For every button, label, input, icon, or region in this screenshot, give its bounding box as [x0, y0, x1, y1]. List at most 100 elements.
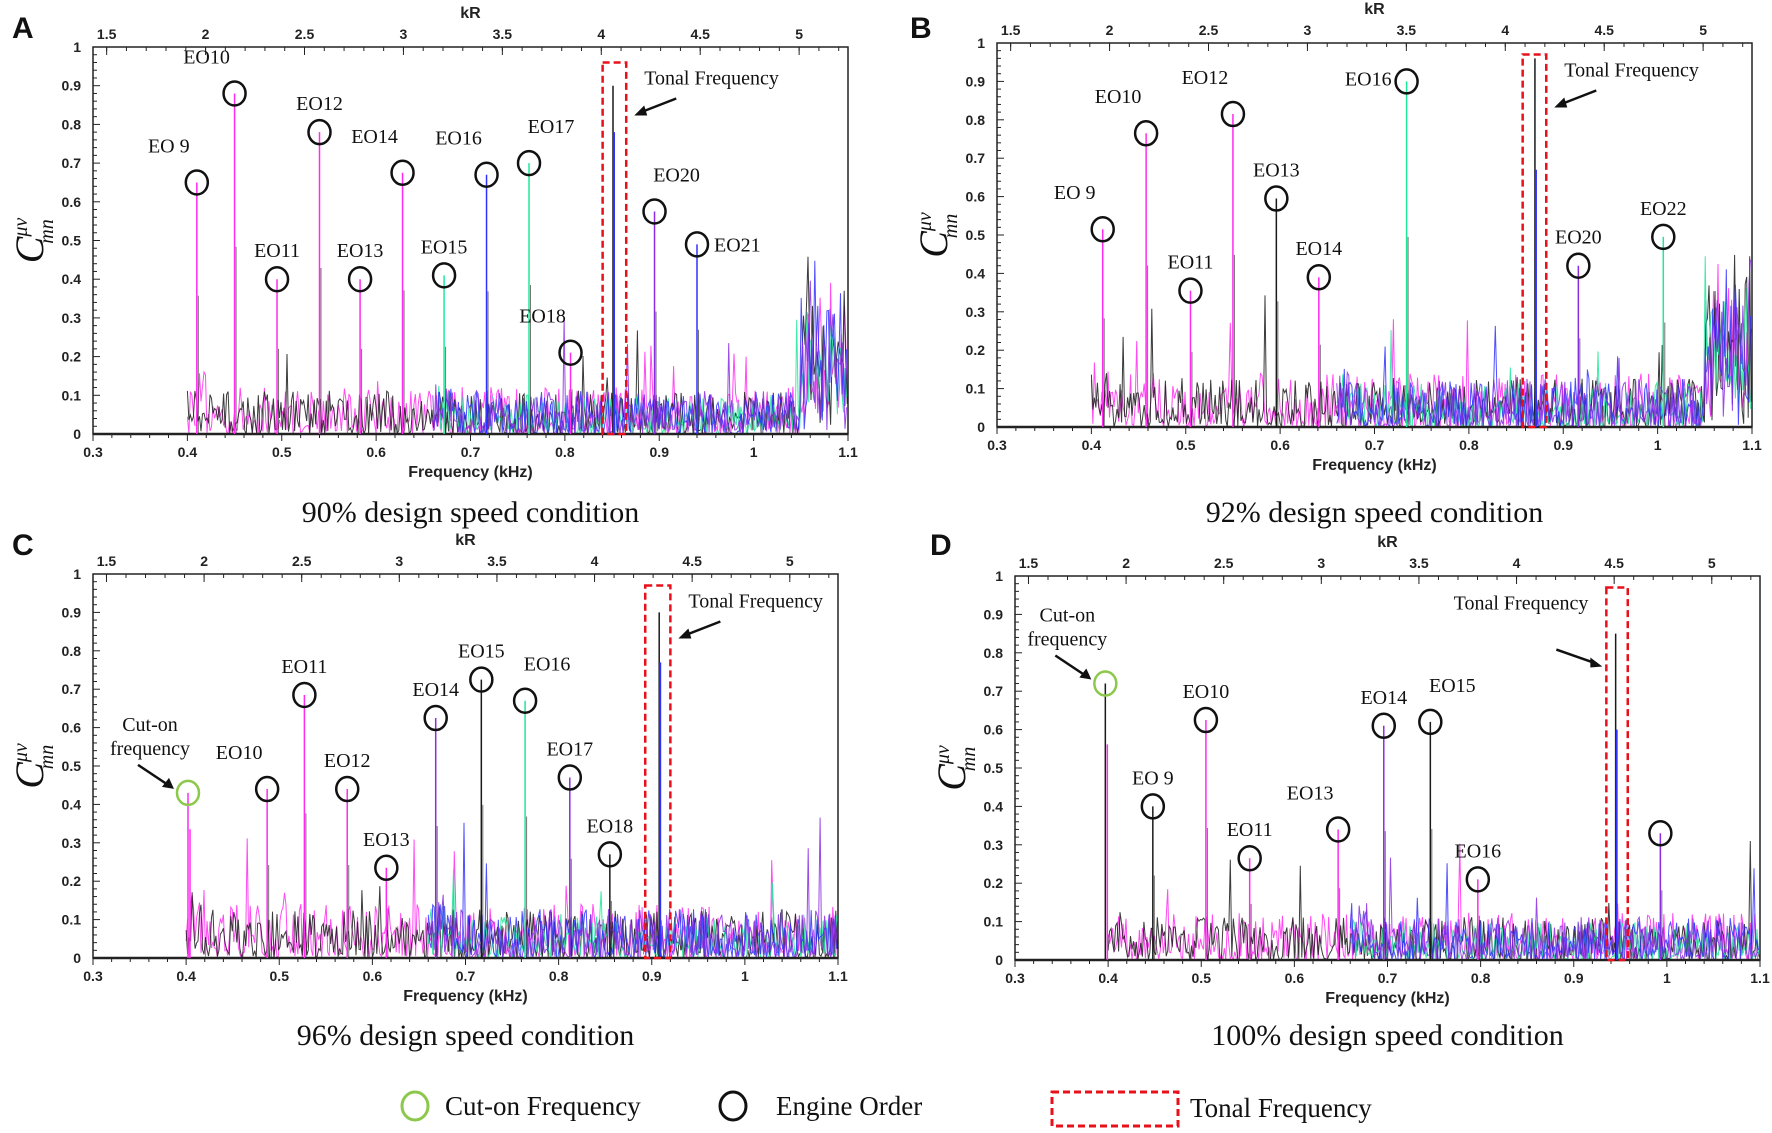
- y-tick-label: 0.6: [62, 194, 82, 210]
- engine-order-label: EO22: [1640, 198, 1687, 220]
- x-tick-label: 0.4: [1098, 970, 1118, 986]
- x-tick-label: 0.7: [1365, 437, 1385, 453]
- kr-tick-label: 3.5: [493, 26, 513, 42]
- cut-on-label: frequency: [110, 738, 190, 760]
- x-tick-label: 0.4: [178, 444, 198, 460]
- engine-order-circle-icon: [307, 118, 332, 146]
- engine-order-circle-icon: [1394, 68, 1419, 95]
- tonal-frequency-box: [643, 584, 672, 960]
- kr-tick-label: 3: [395, 553, 403, 569]
- x-tick-label: 0.3: [83, 444, 103, 460]
- tonal-frequency-label: Tonal Frequency: [1454, 593, 1589, 615]
- engine-order-circle-icon: [431, 262, 457, 289]
- engine-order-label: EO11: [1227, 819, 1273, 841]
- engine-order-label: EO15: [421, 236, 468, 258]
- kr-tick-label: 4.5: [690, 26, 710, 42]
- noise-series-blue: [1349, 863, 1759, 960]
- engine-order-label: EO13: [1253, 160, 1300, 182]
- engine-order-label: EO14: [351, 126, 398, 148]
- panel-letter: A: [12, 12, 34, 45]
- engine-order-circle-icon: [334, 775, 360, 803]
- panel-C: C 0.3 0.4 0.5 0.6 0.7 0.8 0.9 1 1.1 0 0.1 0.2 0.3 0.4 0…: [7, 529, 848, 1052]
- y-tick-label: 0.7: [984, 683, 1004, 699]
- engine-order-circle-icon: [1371, 712, 1397, 740]
- kr-tick-label: 2.5: [292, 553, 312, 569]
- panel-caption: 100% design speed condition: [1211, 1019, 1563, 1052]
- engine-order-label: EO20: [653, 164, 700, 186]
- kr-tick-label: 5: [786, 553, 794, 569]
- engine-order-circle-icon: [474, 161, 499, 188]
- engine-order-label: EO13: [363, 829, 410, 851]
- y-tick-label: 0.6: [984, 722, 1004, 738]
- engine-order-label: EO10: [1183, 681, 1230, 703]
- x-axis-title: Frequency (kHz): [1312, 457, 1436, 474]
- y-axis-title-sub: mn: [36, 745, 58, 769]
- x-axis-title: Frequency (kHz): [1325, 990, 1449, 1007]
- y-tick-label: 0.9: [984, 606, 1004, 622]
- y-axis-title: Cμν mn: [911, 212, 962, 258]
- engine-order-label: EO12: [296, 93, 343, 115]
- engine-order-circle-icon: [1140, 793, 1166, 820]
- x2-axis-title: kR: [460, 5, 481, 22]
- engine-order-label: EO16: [1454, 840, 1501, 862]
- y-axis-title: Cμν mn: [7, 743, 58, 789]
- engine-order-circle-icon: [1193, 706, 1219, 734]
- engine-order-label: EO 9: [1132, 767, 1174, 789]
- engine-order-circle-icon: [1237, 844, 1262, 872]
- engine-order-label: EO12: [324, 750, 371, 772]
- kr-tick-label: 5: [795, 26, 803, 42]
- engine-order-label: EO13: [1287, 782, 1334, 804]
- y-tick-label: 0.4: [984, 798, 1004, 814]
- y-axis-title-sub: mn: [36, 219, 58, 243]
- x-axis-title: Frequency (kHz): [408, 464, 532, 481]
- panel-letter: B: [910, 12, 932, 45]
- kr-tick-label: 2: [200, 553, 208, 569]
- engine-order-label: EO11: [281, 656, 327, 678]
- y-axis-title-sup: μν: [10, 743, 32, 763]
- engine-order-label: EO10: [216, 742, 263, 764]
- kr-tick-label: 5: [1699, 22, 1707, 38]
- engine-order-label: EO13: [337, 240, 384, 262]
- engine-order-label: EO12: [1182, 67, 1229, 89]
- y-axis-title-sub: mn: [958, 747, 980, 771]
- x-tick-label: 0.5: [272, 444, 292, 460]
- engine-order-label: EO17: [546, 739, 593, 761]
- kr-tick-label: 3: [1317, 555, 1325, 571]
- kr-tick-label: 3.5: [487, 553, 507, 569]
- noise-series-purple: [1336, 259, 1751, 427]
- y-tick-label: 0.2: [966, 342, 986, 358]
- engine-order-label: EO11: [254, 240, 300, 262]
- y-axis-title-main: C: [7, 235, 52, 263]
- engine-order-label: EO18: [519, 306, 566, 328]
- y-tick-label: 0: [995, 952, 1003, 968]
- x-tick-label: 0.6: [1285, 970, 1305, 986]
- engine-order-circle-icon: [1306, 263, 1332, 291]
- y-axis-title: Cμν mn: [929, 745, 980, 791]
- kr-tick-label: 2: [1106, 22, 1114, 38]
- engine-order-label: EO 9: [148, 135, 190, 157]
- tonal-arrow-icon: [1559, 89, 1597, 106]
- engine-order-label: EO11: [1168, 252, 1214, 274]
- x-tick-label: 0.5: [270, 968, 290, 984]
- kr-tick-label: 2.5: [1214, 555, 1234, 571]
- y-tick-label: 0.8: [62, 116, 82, 132]
- y-tick-label: 0.3: [62, 310, 82, 326]
- x-tick-label: 0.6: [1270, 437, 1290, 453]
- engine-order-circle-icon: [1264, 185, 1289, 212]
- cut-on-label: Cut-on: [122, 714, 178, 736]
- engine-order-circle-icon: [264, 265, 290, 293]
- x-tick-label: 0.7: [1378, 970, 1398, 986]
- tonal-frequency-label: Tonal Frequency: [688, 591, 823, 613]
- kr-tick-label: 2: [1122, 555, 1130, 571]
- x-tick-label: 0.7: [456, 968, 476, 984]
- panel-caption: 92% design speed condition: [1206, 496, 1543, 529]
- engine-order-circle-icon: [1133, 119, 1159, 147]
- y-tick-label: 1: [995, 568, 1003, 584]
- engine-order-label: EO16: [524, 654, 571, 676]
- x-tick-label: 0.5: [1176, 437, 1196, 453]
- x-tick-label: 0.9: [1564, 970, 1584, 986]
- engine-order-circle-icon: [184, 169, 210, 196]
- y-tick-label: 0.8: [984, 645, 1004, 661]
- kr-tick-label: 1.5: [97, 553, 117, 569]
- engine-order-circle-icon: [1651, 223, 1676, 251]
